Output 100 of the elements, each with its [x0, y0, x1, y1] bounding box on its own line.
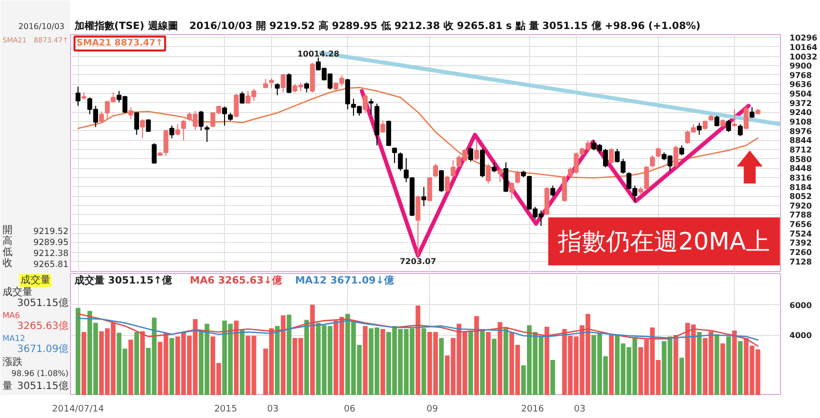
y-tick-label: 6000	[790, 300, 812, 310]
y-tick-label: 7260	[790, 248, 812, 258]
y-tick-label: 7656	[790, 220, 812, 230]
candlestick	[474, 140, 480, 161]
candlestick	[732, 108, 737, 127]
text: 3051.15億	[17, 380, 69, 392]
y-tick-label: 10164	[790, 42, 818, 52]
x-tick-label: 06	[344, 404, 356, 414]
y-tick-label: 9504	[790, 90, 812, 99]
bar	[726, 336, 731, 395]
x-tick-label: 09	[426, 404, 438, 414]
candlestick	[204, 125, 210, 142]
candlestick	[714, 115, 720, 127]
bar	[544, 326, 550, 395]
bar	[468, 330, 474, 395]
candlestick	[146, 118, 151, 132]
bar	[169, 338, 174, 395]
candlestick	[181, 119, 186, 141]
candlestick	[380, 120, 386, 134]
candlestick	[498, 168, 502, 183]
candlestick	[515, 170, 520, 184]
text: MA6	[2, 311, 20, 320]
bar	[732, 330, 737, 395]
y-tick-label: 7788	[790, 210, 812, 220]
bar	[380, 328, 386, 395]
candlestick	[286, 72, 292, 94]
bar	[738, 341, 743, 395]
candlestick	[368, 98, 374, 115]
text: MA12	[2, 334, 26, 343]
candlestick	[175, 124, 180, 136]
annotation: 指數仍在週20MA上	[557, 227, 770, 256]
candlestick	[492, 162, 497, 173]
y-tick-label: 8052	[790, 192, 812, 202]
y-tick-label: 7128	[790, 257, 812, 266]
candlestick	[274, 82, 280, 96]
bar	[486, 332, 491, 395]
candlestick	[362, 93, 368, 114]
x-tick-label: 2015	[214, 404, 238, 414]
candlestick	[304, 82, 310, 93]
bar	[82, 332, 86, 395]
bar	[240, 330, 244, 395]
bar	[304, 320, 309, 395]
bar	[679, 358, 684, 395]
candlestick	[234, 93, 239, 118]
x-tick-label: 03	[574, 404, 586, 414]
x-tick-label: 03	[267, 404, 279, 414]
text: 成交量 3051.15↑億	[74, 274, 173, 286]
bar	[76, 308, 80, 395]
candlestick	[468, 146, 474, 162]
y-tick-label: 10296	[790, 34, 818, 43]
candlestick	[450, 160, 456, 178]
y-tick-label: 10032	[790, 52, 818, 62]
bar	[504, 328, 508, 395]
candlestick	[509, 182, 514, 200]
y-tick-label: 8316	[790, 173, 812, 182]
candlestick	[562, 175, 567, 202]
y-tick-label: 8976	[790, 126, 812, 136]
candlestick	[750, 106, 754, 118]
bar	[416, 306, 420, 395]
candlestick	[398, 152, 403, 172]
candlestick	[438, 170, 444, 192]
bar	[310, 304, 315, 395]
chart-title: 加權指數(TSE) 週線圖	[73, 20, 178, 32]
bar	[720, 343, 726, 395]
text: SMA21 8873.47↑	[76, 38, 164, 48]
candlestick	[280, 74, 286, 93]
bar	[286, 314, 292, 395]
y-tick-label: 8448	[790, 164, 812, 174]
candlestick	[550, 185, 556, 197]
bar	[280, 315, 286, 395]
bar	[492, 338, 496, 395]
y-tick-label: 9768	[790, 70, 812, 80]
bar	[362, 326, 368, 395]
candlestick	[222, 106, 227, 126]
candlestick	[99, 110, 104, 124]
y-tick-label: 8184	[790, 182, 812, 192]
text: 3671.09億	[17, 343, 69, 355]
candlestick	[444, 175, 450, 192]
candlestick	[134, 112, 140, 136]
y-tick-label: 9108	[790, 118, 812, 127]
text: 2016/10/03	[18, 22, 64, 31]
candlestick	[744, 106, 749, 130]
text: MA12 3671.09↓億	[295, 274, 396, 286]
text: 9265.81	[33, 260, 69, 270]
y-tick-label: 9636	[790, 80, 812, 90]
text: 漲跌	[2, 356, 22, 368]
candlestick	[702, 120, 708, 130]
x-tick-label: 2014/07/14	[52, 404, 104, 414]
y-tick-label: 8844	[790, 136, 812, 146]
candlestick	[608, 148, 614, 164]
candlestick	[644, 165, 649, 192]
bar	[134, 332, 139, 395]
candlestick	[433, 163, 438, 178]
bar	[696, 332, 702, 395]
candlestick	[152, 142, 157, 164]
candlestick	[198, 110, 204, 132]
candlestick	[726, 119, 732, 132]
y-tick-label: 7392	[790, 238, 812, 248]
text: 98.96 (1.08%)	[11, 369, 69, 378]
y-tick-label: 7920	[790, 201, 812, 210]
